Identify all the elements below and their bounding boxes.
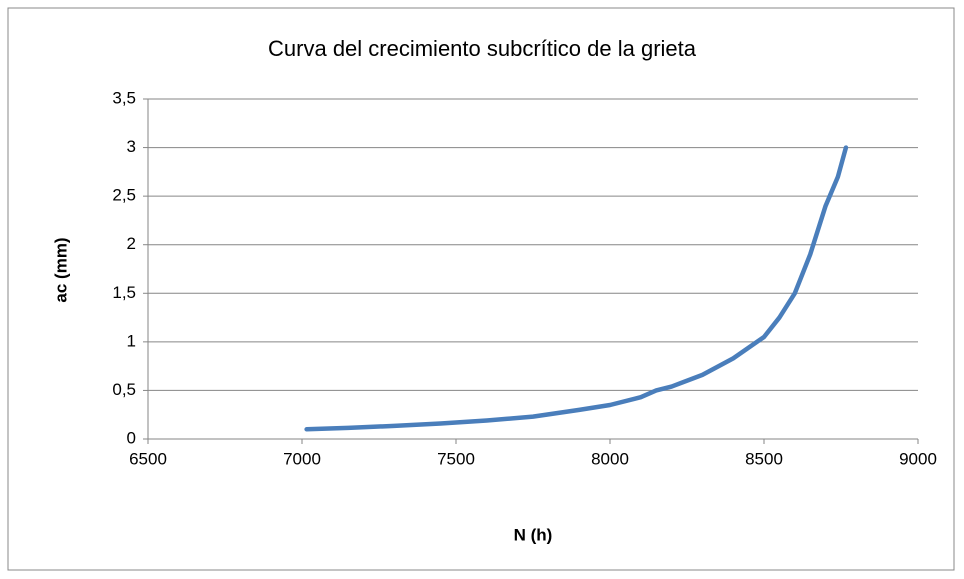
x-tick-label: 7000 [283, 449, 321, 468]
y-tick-label: 0 [127, 428, 136, 447]
chart-frame [7, 7, 955, 571]
x-axis-title: N (h) [514, 525, 553, 544]
y-tick-label: 1 [127, 331, 136, 350]
x-tick-label: 8000 [591, 449, 629, 468]
x-tick-label: 6500 [129, 449, 167, 468]
y-axis-title: ac (mm) [51, 237, 70, 302]
x-tick-label: 8500 [745, 449, 783, 468]
y-tick-label: 2,5 [112, 186, 136, 205]
y-tick-label: 3 [127, 137, 136, 156]
y-tick-label: 0,5 [112, 380, 136, 399]
chart-title: Curva del crecimiento subcrítico de la g… [268, 36, 697, 61]
data-line [304, 145, 849, 432]
y-tick-label: 1,5 [112, 283, 136, 302]
y-tick-label: 2 [127, 234, 136, 253]
x-tick-label: 7500 [437, 449, 475, 468]
x-tick-label: 9000 [899, 449, 937, 468]
y-tick-label: 3,5 [112, 88, 136, 107]
